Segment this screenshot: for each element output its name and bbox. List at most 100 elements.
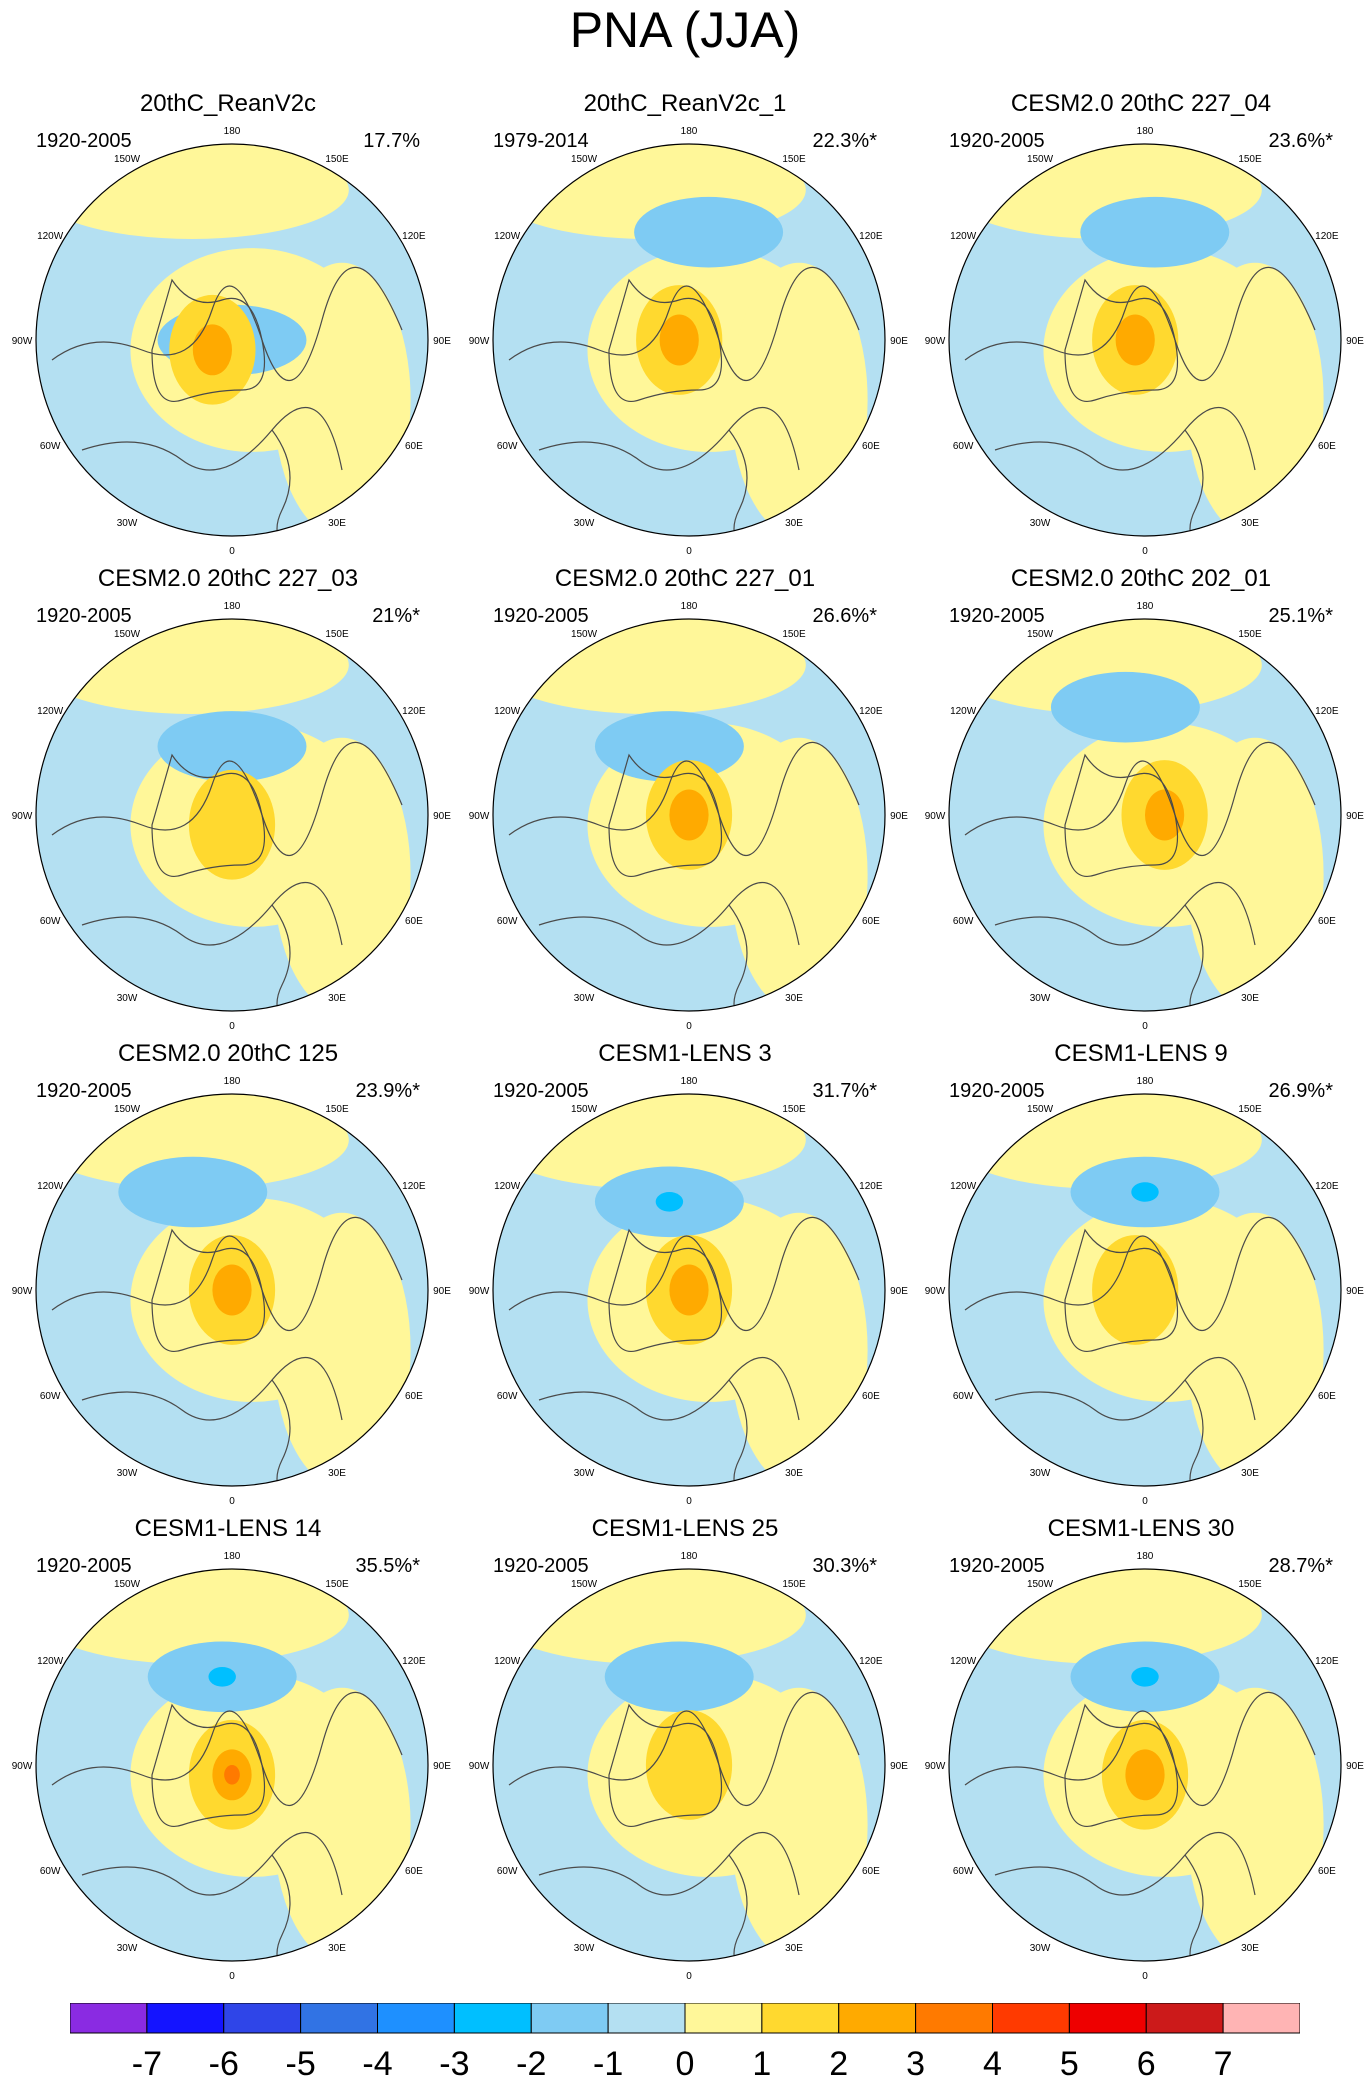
coastline bbox=[1184, 1854, 1236, 1961]
coastline bbox=[994, 881, 1256, 946]
longitude-label: 60E bbox=[1318, 441, 1336, 452]
coastline bbox=[1184, 429, 1236, 536]
longitude-label: 120E bbox=[402, 231, 426, 242]
longitude-label: 180 bbox=[1137, 126, 1154, 137]
longitude-label: 150E bbox=[325, 1104, 349, 1115]
colorbar-swatch bbox=[915, 2003, 993, 2034]
panel-variance-percent: 28.7%* bbox=[1268, 1555, 1334, 1577]
map-panel: CESM2.0 20thC 202_01 1920-2005 25.1%* 180 15… bbox=[913, 475, 1369, 1032]
longitude-label: 60W bbox=[40, 441, 61, 452]
longitude-label: 180 bbox=[1137, 601, 1154, 612]
longitude-label: 120E bbox=[1315, 231, 1339, 242]
longitude-label: 150E bbox=[782, 154, 806, 165]
longitude-label: 60W bbox=[497, 1866, 518, 1877]
coastline bbox=[51, 1216, 403, 1332]
colorbar-label: 0 bbox=[676, 2045, 695, 2082]
longitude-label: 90W bbox=[12, 1761, 33, 1772]
longitude-label: 30E bbox=[785, 993, 803, 1004]
longitude-label: 120W bbox=[494, 1181, 521, 1192]
longitude-label: 30E bbox=[1241, 993, 1259, 1004]
coastline bbox=[538, 406, 800, 471]
positive-anomaly-core bbox=[669, 789, 709, 841]
colorbar-label: -5 bbox=[286, 2045, 316, 2082]
positive-anomaly-region bbox=[273, 1687, 411, 1961]
longitude-label: 30W bbox=[117, 1943, 138, 1954]
panel-years: 1920-2005 bbox=[949, 130, 1045, 152]
longitude-label: 30W bbox=[117, 518, 138, 529]
colorbar-swatch bbox=[530, 2003, 609, 2034]
panel-years: 1920-2005 bbox=[36, 605, 132, 627]
positive-anomaly-region bbox=[493, 619, 806, 714]
positive-anomaly-core bbox=[669, 1264, 709, 1316]
coastline bbox=[728, 904, 780, 1011]
positive-anomaly-region bbox=[273, 1212, 411, 1486]
negative-anomaly-center bbox=[1080, 196, 1230, 268]
longitude-label: 180 bbox=[224, 601, 241, 612]
longitude-label: 0 bbox=[229, 1021, 235, 1032]
map-panel: CESM2.0 20thC 125 1920-2005 23.9%* 180 150E 1… bbox=[0, 950, 456, 1507]
polar-map: 180 150E 120E 90E 60E 30E 0 30W 60W 90W 120W 150W bbox=[469, 1551, 909, 1982]
longitude-label: 150W bbox=[1027, 1104, 1054, 1115]
colorbar-label: 6 bbox=[1137, 2045, 1156, 2082]
longitude-label: 30W bbox=[574, 518, 595, 529]
colorbar-swatch bbox=[838, 2003, 917, 2034]
polar-map: 180 150E 120E 90E 60E 30E 0 30W 60W 90W 120W 150W bbox=[12, 126, 452, 557]
longitude-label: 120E bbox=[402, 706, 426, 717]
longitude-label: 30E bbox=[1241, 1468, 1259, 1479]
longitude-label: 90W bbox=[925, 1286, 946, 1297]
longitude-label: 150W bbox=[114, 629, 141, 640]
longitude-label: 120W bbox=[950, 706, 977, 717]
coastline bbox=[51, 1691, 403, 1807]
panel-years: 1920-2005 bbox=[493, 605, 589, 627]
negative-anomaly-center bbox=[594, 711, 744, 782]
map-panel: CESM1-LENS 9 1920-2005 26.9%* 180 150E 120E 90… bbox=[913, 950, 1369, 1507]
positive-anomaly-region bbox=[1186, 262, 1324, 536]
coastline bbox=[151, 278, 266, 402]
longitude-label: 60E bbox=[862, 441, 880, 452]
longitude-label: 60E bbox=[862, 1866, 880, 1877]
longitude-label: 150E bbox=[782, 1104, 806, 1115]
longitude-label: 0 bbox=[229, 1496, 235, 1507]
map-boundary bbox=[492, 1568, 886, 1962]
longitude-label: 0 bbox=[229, 546, 235, 557]
longitude-label: 30E bbox=[328, 993, 346, 1004]
panel-variance-percent: 25.1%* bbox=[1268, 605, 1334, 627]
longitude-label: 180 bbox=[224, 126, 241, 137]
longitude-label: 90E bbox=[1346, 811, 1364, 822]
longitude-label: 60E bbox=[405, 441, 423, 452]
map-panel: CESM2.0 20thC 227_03 1920-2005 21%* 180 150E… bbox=[0, 475, 456, 1032]
longitude-label: 150E bbox=[1238, 154, 1262, 165]
panel-variance-percent: 30.3%* bbox=[812, 1555, 878, 1577]
colorbar-swatch bbox=[300, 2003, 378, 2034]
map-boundary bbox=[948, 618, 1342, 1012]
coastline bbox=[51, 741, 403, 857]
longitude-label: 30E bbox=[785, 518, 803, 529]
longitude-label: 30E bbox=[1241, 1943, 1259, 1954]
panel-variance-percent: 23.6%* bbox=[1268, 130, 1334, 152]
longitude-label: 150W bbox=[571, 154, 598, 165]
longitude-label: 60W bbox=[40, 916, 61, 927]
longitude-label: 60E bbox=[405, 916, 423, 927]
negative-anomaly-core bbox=[1131, 1667, 1159, 1687]
polar-map: 180 150E 120E 90E 60E 30E 0 30W 60W 90W 120W 150W bbox=[925, 601, 1365, 1032]
colorbar-swatch bbox=[146, 2003, 225, 2034]
positive-anomaly-region bbox=[1186, 1212, 1324, 1486]
coastline bbox=[538, 1831, 800, 1896]
colorbar-label: -2 bbox=[516, 2045, 546, 2082]
longitude-label: 90E bbox=[1346, 1761, 1364, 1772]
panel-years: 1920-2005 bbox=[949, 1555, 1045, 1577]
longitude-label: 180 bbox=[1137, 1076, 1154, 1087]
polar-map: 180 150E 120E 90E 60E 30E 0 30W 60W 90W 120W 150W bbox=[925, 1076, 1365, 1507]
longitude-label: 60W bbox=[953, 441, 974, 452]
longitude-label: 180 bbox=[224, 1551, 241, 1562]
colorbar-label: 3 bbox=[906, 2045, 925, 2082]
coastline bbox=[1064, 753, 1179, 877]
positive-anomaly-region bbox=[1186, 1687, 1324, 1961]
longitude-label: 90W bbox=[12, 811, 33, 822]
coastline bbox=[51, 266, 403, 382]
coastline bbox=[608, 1228, 723, 1352]
colorbar-label: 2 bbox=[829, 2045, 848, 2082]
longitude-label: 120W bbox=[37, 706, 64, 717]
panel-years: 1920-2005 bbox=[949, 1080, 1045, 1102]
figure-title: PNA (JJA) bbox=[569, 2, 801, 58]
